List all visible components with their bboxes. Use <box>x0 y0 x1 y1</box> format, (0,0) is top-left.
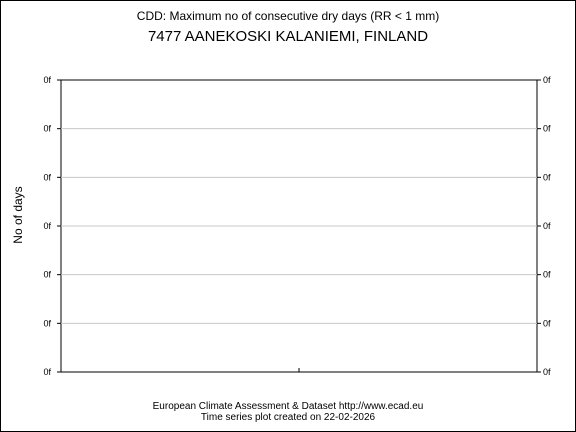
y-axis-left-ticks: 0f 0f 0f 0f 0f 0f 0f <box>43 75 61 377</box>
footer-credit: European Climate Assessment & Dataset ht… <box>152 401 424 412</box>
y-tick-label-right: 0f <box>543 172 551 182</box>
y-tick-label-left: 0f <box>43 124 51 134</box>
y-axis-right-ticks: 0f 0f 0f 0f 0f 0f 0f <box>537 75 551 377</box>
y-tick-label-left: 0f <box>43 172 51 182</box>
y-tick-label-left: 0f <box>43 318 51 328</box>
y-tick-label-left: 0f <box>43 221 51 231</box>
chart-title: CDD: Maximum no of consecutive dry days … <box>136 9 440 23</box>
y-tick-label-left: 0f <box>43 367 51 377</box>
footer-created-date: Time series plot created on 22-02-2026 <box>200 412 376 423</box>
y-axis-label: No of days <box>11 186 25 243</box>
y-tick-label-right: 0f <box>543 270 551 280</box>
y-tick-label-right: 0f <box>543 75 551 85</box>
y-tick-label-left: 0f <box>43 75 51 85</box>
y-tick-label-right: 0f <box>543 318 551 328</box>
chart-subtitle: 7477 AANEKOSKI KALANIEMI, FINLAND <box>147 28 429 45</box>
y-tick-label-right: 0f <box>543 367 551 377</box>
y-tick-label-right: 0f <box>543 124 551 134</box>
gridlines <box>61 128 537 324</box>
y-tick-label-left: 0f <box>43 270 51 280</box>
y-tick-label-right: 0f <box>543 221 551 231</box>
